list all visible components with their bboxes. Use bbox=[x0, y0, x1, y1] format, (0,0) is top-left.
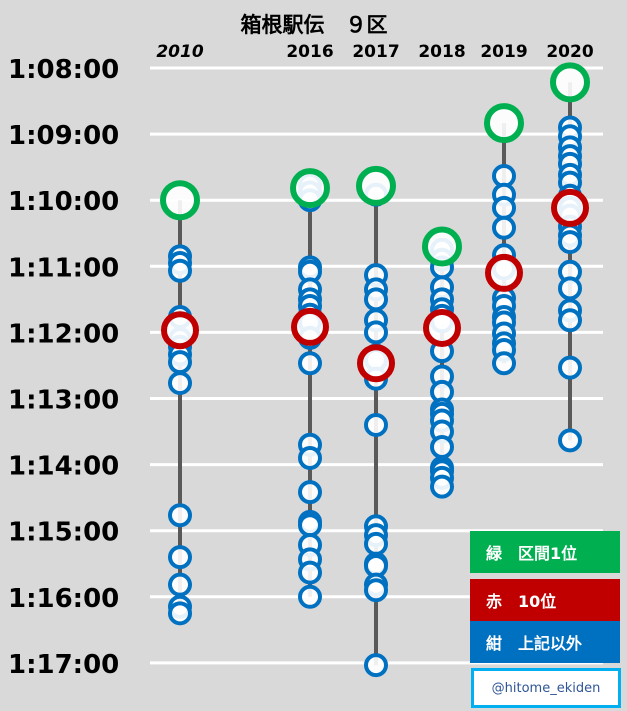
data-point-tenth bbox=[423, 308, 461, 347]
data-point-other bbox=[298, 445, 322, 470]
data-points bbox=[160, 62, 590, 678]
legend-tenth-place: 赤 10位 bbox=[470, 579, 620, 621]
x-category-label: 2019 bbox=[480, 42, 527, 62]
data-point-other bbox=[168, 503, 192, 528]
y-tick-label: 1:10:00 bbox=[8, 187, 119, 217]
data-point-other bbox=[364, 412, 388, 437]
data-point-other bbox=[364, 531, 388, 556]
data-point-first bbox=[484, 103, 524, 144]
credit-handle-label: @hitome_ekiden bbox=[491, 680, 601, 696]
data-point-other bbox=[168, 371, 192, 396]
data-point-other bbox=[168, 601, 192, 626]
data-point-other bbox=[558, 276, 582, 301]
data-point-other bbox=[430, 434, 454, 459]
data-point-other bbox=[364, 287, 388, 312]
legend-first-place: 緑 区間1位 bbox=[470, 531, 620, 573]
x-category-label: 2020 bbox=[546, 42, 593, 62]
data-point-other bbox=[168, 350, 192, 375]
y-tick-label: 1:17:00 bbox=[8, 650, 119, 680]
data-point-other bbox=[364, 653, 388, 678]
legend-first-place-label: 緑 区間1位 bbox=[486, 544, 578, 563]
data-point-tenth bbox=[357, 344, 395, 383]
data-point-tenth bbox=[291, 307, 329, 346]
y-tick-label: 1:13:00 bbox=[8, 386, 119, 416]
credit-handle: @hitome_ekiden bbox=[471, 668, 621, 708]
data-point-first bbox=[550, 62, 590, 103]
data-point-other bbox=[558, 230, 582, 255]
x-category-label: 2018 bbox=[418, 42, 465, 62]
data-point-other bbox=[298, 351, 322, 376]
data-point-other bbox=[558, 428, 582, 453]
x-category-label: 2010 bbox=[156, 42, 203, 62]
data-point-other bbox=[492, 215, 516, 240]
data-point-other bbox=[364, 320, 388, 345]
data-point-tenth bbox=[551, 188, 589, 227]
data-point-first bbox=[160, 180, 200, 221]
y-tick-label: 1:08:00 bbox=[8, 55, 119, 85]
y-axis-tick-labels: 1:08:00 1:09:00 1:10:00 1:11:00 1:12:00 1:13:… bbox=[8, 55, 119, 680]
legend-tenth-place-label: 赤 10位 bbox=[486, 592, 557, 611]
data-point-tenth bbox=[161, 311, 199, 350]
data-point-other bbox=[298, 480, 322, 505]
y-tick-label: 1:16:00 bbox=[8, 584, 119, 614]
data-point-other bbox=[492, 351, 516, 376]
x-category-label: 2016 bbox=[286, 42, 333, 62]
data-point-first bbox=[356, 165, 396, 206]
data-point-other bbox=[168, 572, 192, 597]
data-point-other bbox=[168, 258, 192, 283]
data-point-other bbox=[298, 584, 322, 609]
data-point-first bbox=[290, 168, 330, 209]
data-point-other bbox=[168, 545, 192, 570]
data-point-tenth bbox=[485, 253, 523, 292]
y-tick-label: 1:09:00 bbox=[8, 121, 119, 151]
x-axis-category-labels: 2010 2016 2017 2018 2019 2020 bbox=[156, 42, 593, 62]
y-tick-label: 1:14:00 bbox=[8, 452, 119, 482]
chart-title: 箱根駅伝 ９区 bbox=[241, 13, 388, 37]
data-point-first bbox=[422, 226, 462, 267]
data-point-other bbox=[558, 355, 582, 380]
legend-other: 紺 上記以外 bbox=[470, 621, 620, 663]
y-tick-label: 1:15:00 bbox=[8, 518, 119, 548]
data-point-other bbox=[430, 474, 454, 499]
data-point-other bbox=[364, 578, 388, 603]
legend-other-label: 紺 上記以外 bbox=[486, 634, 583, 653]
data-point-other bbox=[298, 560, 322, 585]
y-tick-label: 1:11:00 bbox=[8, 253, 119, 283]
y-tick-label: 1:12:00 bbox=[8, 319, 119, 349]
data-point-other bbox=[558, 308, 582, 333]
x-category-label: 2017 bbox=[352, 42, 399, 62]
data-point-other bbox=[298, 513, 322, 538]
data-point-other bbox=[492, 195, 516, 220]
